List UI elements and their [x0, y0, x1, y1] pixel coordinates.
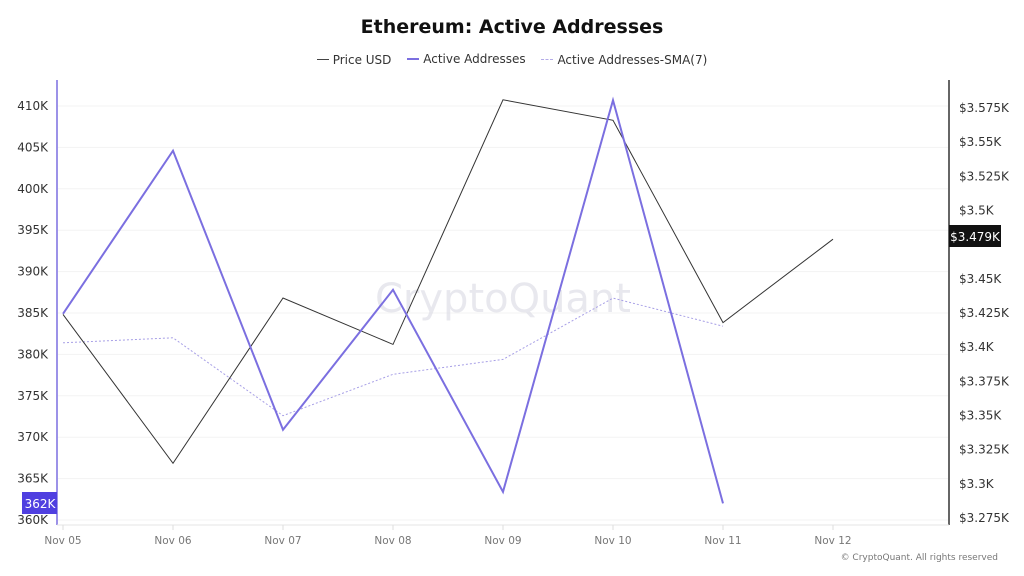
right-axis-tick-label: $3.325K — [959, 443, 1010, 457]
gridlines — [58, 105, 948, 521]
left-axis-tick-label: 400K — [17, 182, 49, 196]
right-axis-ticks: $3.275K $3.3K $3.325K $3.35K $3.375K $3.4K $3.… — [959, 101, 1010, 525]
right-axis-tick-label: $3.55K — [959, 135, 1002, 149]
price-series-line[interactable] — [62, 99, 834, 465]
legend-item-active-addresses[interactable]: Active Addresses — [407, 52, 526, 66]
left-axis-tick-label: 380K — [17, 347, 49, 361]
legend-item-price[interactable]: Price USD — [316, 52, 392, 67]
copyright-notice: © CryptoQuant. All rights reserved — [840, 553, 998, 563]
legend-label: Active Addresses-SMA(7) — [557, 52, 708, 67]
left-axis-tick-label: 390K — [17, 265, 49, 279]
left-badge-background — [22, 492, 57, 514]
right-axis-tick-label: $3.425K — [959, 306, 1010, 320]
right-badge-background — [949, 225, 1001, 247]
left-badge-value: 362K — [25, 497, 57, 511]
left-axis-tick-label: 405K — [17, 140, 49, 154]
legend-label: Active Addresses — [423, 52, 526, 66]
active-addresses-series-line[interactable] — [62, 96, 724, 504]
left-axis-tick-label: 410K — [17, 99, 49, 113]
right-axis-tick-label: $3.575K — [959, 101, 1010, 115]
legend-dashed-line-icon — [541, 59, 554, 60]
left-axis-tick-label: 370K — [17, 430, 49, 444]
legend-line-icon — [316, 59, 329, 60]
right-axis-tick-label: $3.525K — [959, 169, 1010, 183]
left-axis-ticks: 360K 365K 370K 375K 380K 385K 390K 395K 400K 405K… — [17, 99, 49, 527]
x-axis-tick-label: Nov 08 — [374, 535, 411, 547]
x-axis-tick-label: Nov 05 — [44, 535, 81, 547]
x-axis-tick-label: Nov 11 — [704, 535, 741, 547]
x-axis-tick-label: Nov 12 — [814, 535, 851, 547]
right-axis-tick-label: $3.4K — [959, 340, 995, 354]
right-axis-tick-label: $3.275K — [959, 511, 1010, 525]
right-axis-tick-label: $3.5K — [959, 204, 995, 218]
chart-legend: Price USD Active Addresses Active Addres… — [0, 49, 1024, 67]
right-axis-tick-label: $3.35K — [959, 409, 1002, 423]
left-axis-tick-label: 385K — [17, 306, 49, 320]
left-axis-tick-label: 360K — [17, 513, 49, 527]
x-axis-ticks: Nov 05 Nov 06 Nov 07 Nov 08 Nov 09 Nov 10 Nov … — [44, 525, 852, 547]
x-axis-tick-label: Nov 09 — [484, 535, 521, 547]
left-axis-tick-label: 365K — [17, 472, 49, 486]
x-axis-tick-label: Nov 07 — [264, 535, 301, 547]
right-axis-tick-label: $3.3K — [959, 477, 995, 491]
watermark: CryptoQuant — [375, 276, 631, 322]
right-axis-tick-label: $3.375K — [959, 374, 1010, 388]
right-axis-tick-label: $3.45K — [959, 272, 1002, 286]
legend-label: Price USD — [332, 52, 392, 67]
x-axis-tick-label: Nov 06 — [154, 535, 192, 547]
left-axis-tick-label: 395K — [17, 223, 49, 237]
legend-item-sma[interactable]: Active Addresses-SMA(7) — [541, 53, 707, 67]
left-current-badge: 362K — [22, 492, 57, 514]
legend-line-icon — [407, 58, 420, 60]
left-axis-tick-label: 375K — [17, 389, 49, 403]
right-current-badge: $3.479K — [949, 225, 1001, 247]
x-axis-tick-label: Nov 10 — [594, 535, 631, 547]
right-badge-value: $3.479K — [950, 230, 1001, 244]
chart-title: Ethereum: Active Addresses — [360, 16, 664, 38]
